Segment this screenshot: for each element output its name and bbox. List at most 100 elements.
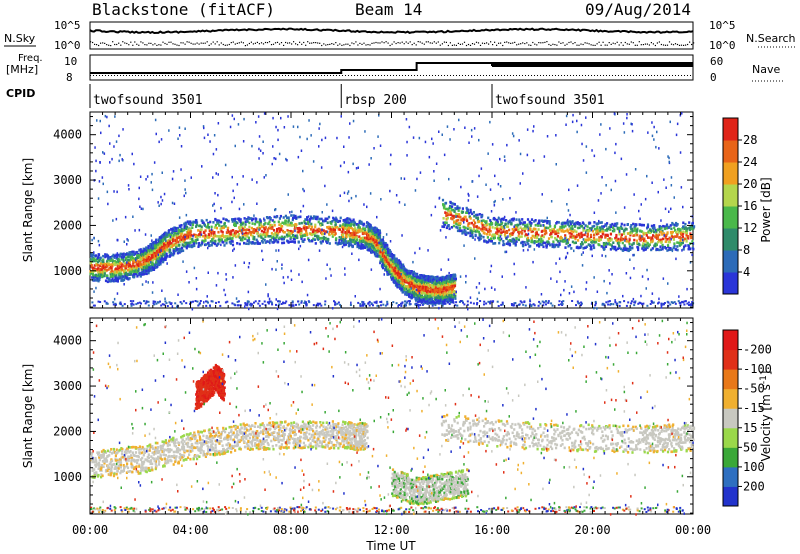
data-cell [432,282,436,286]
data-cell [179,247,182,251]
data-cell [445,221,448,225]
noise-search-dot [202,42,204,44]
data-cell [153,250,156,254]
data-cell [130,265,133,268]
data-cell [156,259,159,263]
data-cell [142,255,145,258]
data-cell [478,226,481,230]
data-cell [248,217,251,221]
data-cell [589,221,592,225]
data-cell [491,222,494,225]
data-cell [256,220,259,224]
data-cell [355,238,359,241]
data-cell [584,224,587,227]
data-cell [368,228,371,231]
noise-search-dot [260,42,263,44]
data-cell [195,225,198,228]
data-cell [272,233,275,236]
data-cell [96,260,100,264]
data-cell [555,243,558,247]
data-cell [431,293,434,297]
data-cell [511,231,515,235]
data-cell [487,216,490,220]
data-cell [328,225,332,229]
noise-search-dot [315,42,317,44]
data-cell [164,235,167,239]
noise-search-dot [397,42,399,44]
data-cell [229,232,232,236]
noise-search-dot [134,41,136,43]
data-cell [198,242,201,245]
data-cell [379,242,383,245]
data-cell [509,234,512,238]
data-cell [385,266,388,269]
data-cell [469,217,472,220]
data-cell [120,267,123,271]
noise-search-dot [118,42,120,44]
data-cell [161,249,164,252]
noise-search-dot [218,44,220,46]
data-cell [93,267,96,270]
data-cell [360,222,363,225]
noise-search-dot [486,42,488,44]
data-cell [353,241,356,244]
data-cell [580,225,583,228]
data-cell [316,228,319,232]
data-cell [394,257,397,261]
noise-search-dot [596,43,598,45]
noise-search-dot [174,43,176,45]
data-cell [609,232,612,236]
data-cell [271,219,274,222]
data-cell [308,239,311,243]
data-cell [305,229,308,232]
noise-search-dot [534,43,536,45]
data-cell [398,276,401,279]
data-cell [456,215,459,218]
data-cell [292,217,295,220]
data-cell [374,238,377,242]
data-cell [517,238,520,242]
data-cell [469,227,472,230]
data-cell [312,237,315,241]
data-cell [441,291,444,294]
data-cell [159,239,162,243]
data-cell [331,225,334,229]
data-cell [515,225,518,229]
data-cell [275,215,278,219]
data-cell [501,226,504,230]
data-cell [170,231,174,235]
data-cell [365,237,368,240]
data-cell [311,239,314,243]
data-cell [115,257,118,260]
data-cell [256,227,259,230]
data-cell [161,243,164,246]
data-cell [258,227,262,230]
data-cell [580,231,583,235]
noise-search-dot [285,41,287,44]
data-cell [148,251,151,255]
data-cell [116,255,119,259]
data-cell [598,236,601,239]
data-cell [459,226,462,230]
data-cell [536,243,539,247]
data-cell [123,255,126,258]
data-cell [186,220,189,223]
data-cell [218,219,221,223]
data-cell [92,268,95,271]
data-cell [209,220,212,224]
data-cell [389,250,392,254]
data-cell [287,221,290,224]
data-cell [281,221,284,225]
noise-search-dot [632,42,634,44]
data-cell [558,227,561,231]
noise-search-dot [574,42,576,44]
data-cell [295,223,298,226]
data-cell [314,225,317,229]
data-cell [415,273,418,277]
data-cell [346,232,349,236]
data-cell [444,221,447,224]
data-cell [397,265,400,269]
data-cell [296,234,299,237]
data-cell [129,267,132,271]
data-cell [600,245,603,248]
